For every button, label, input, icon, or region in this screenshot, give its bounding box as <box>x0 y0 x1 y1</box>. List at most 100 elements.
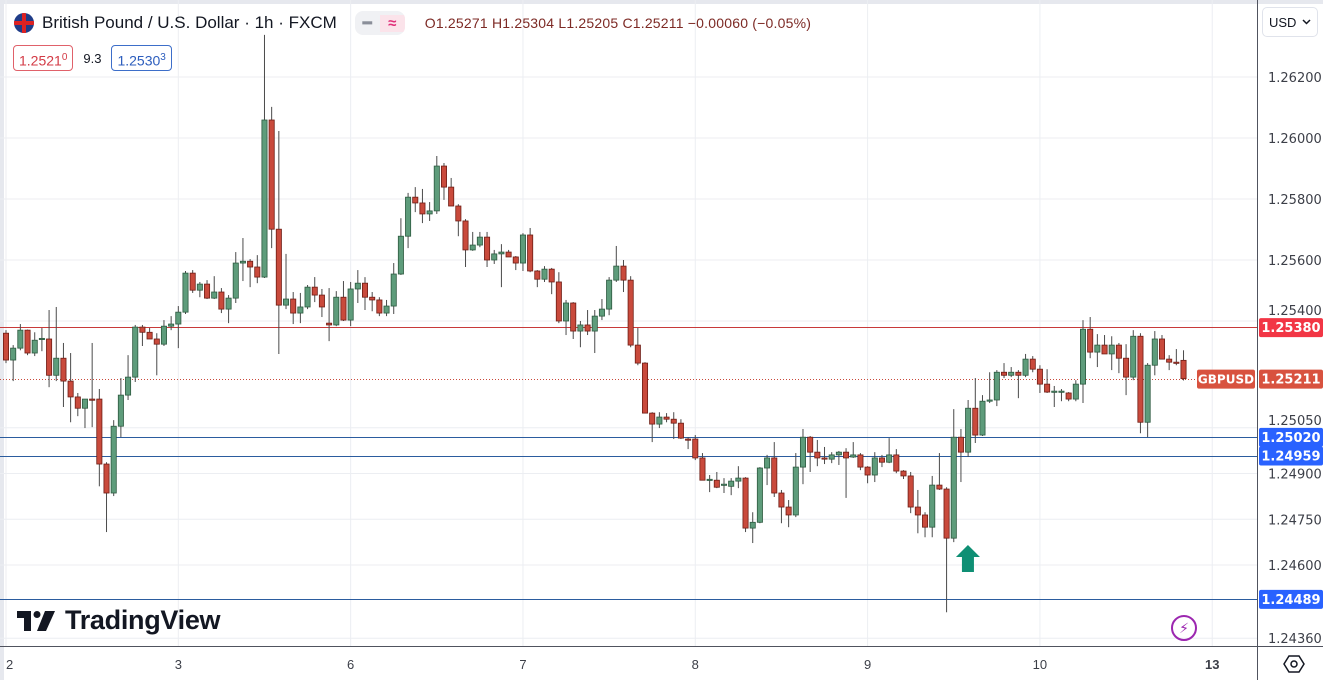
candle-body <box>38 337 45 340</box>
candle <box>132 324 139 382</box>
candle-body <box>936 484 943 490</box>
candle <box>290 292 297 325</box>
sell-button[interactable]: 1.25210 <box>13 45 74 71</box>
candle-body <box>96 398 103 465</box>
candle-body <box>1015 371 1022 376</box>
candle-body <box>584 324 591 332</box>
tradingview-logo[interactable]: TradingView <box>17 605 221 636</box>
candle <box>17 324 24 351</box>
candle <box>778 489 785 524</box>
candle <box>405 192 412 249</box>
candle <box>397 218 404 275</box>
candle-body <box>189 272 196 291</box>
candle <box>620 260 627 293</box>
candle-body <box>283 298 290 306</box>
candle-body <box>31 339 38 354</box>
candle <box>340 281 347 321</box>
candle-body <box>168 323 175 327</box>
candle-body <box>1080 328 1087 385</box>
candle-body <box>132 326 139 378</box>
candle-body <box>527 234 534 272</box>
lightning-icon[interactable]: ⚡︎ <box>1171 615 1197 641</box>
candle-body <box>326 322 333 326</box>
time-tick-label: 8 <box>692 657 699 672</box>
candle-body <box>541 268 548 280</box>
candle <box>1029 356 1036 373</box>
candle <box>318 288 325 318</box>
price-tick-label: 1.24360 <box>1268 632 1322 647</box>
compare-wave-icon[interactable]: ≈ <box>379 14 405 32</box>
candle-body <box>591 315 598 332</box>
buy-button[interactable]: 1.25303 <box>111 45 172 71</box>
candle <box>498 244 505 288</box>
candle <box>462 219 469 268</box>
symbol-title[interactable]: British Pound / U.S. Dollar · 1h · FXCM <box>42 13 337 32</box>
candle-body <box>261 119 268 278</box>
candle-body <box>519 234 526 264</box>
candle-body <box>807 436 814 453</box>
collapse-icon[interactable]: ━ <box>362 15 372 32</box>
candle <box>440 163 447 200</box>
candle-body <box>218 291 225 310</box>
candle <box>297 292 304 324</box>
candle <box>196 281 203 298</box>
candle-body <box>247 260 254 268</box>
candle <box>60 342 67 408</box>
candle-body <box>139 326 146 333</box>
candle-body <box>103 463 110 494</box>
candle <box>160 320 167 347</box>
trade-buttons: 1.25210 9.3 1.25303 <box>13 45 172 71</box>
candle <box>333 291 340 327</box>
candle-body <box>692 438 699 459</box>
candle <box>81 398 88 429</box>
candle-body <box>74 396 81 409</box>
price-tick-label: 1.25400 <box>1268 304 1322 319</box>
candle <box>584 310 591 336</box>
candle-body <box>1087 328 1094 353</box>
currency-select[interactable]: USD <box>1262 7 1318 37</box>
candle <box>304 285 311 310</box>
candle <box>527 227 534 273</box>
candle <box>117 378 124 438</box>
candle <box>361 277 368 311</box>
indicator-toggle-pill[interactable]: ━ ≈ <box>354 11 405 35</box>
candle <box>448 177 455 207</box>
candle-body <box>505 251 512 258</box>
up-arrow-icon <box>955 544 980 572</box>
candle-body <box>1144 364 1151 423</box>
candle-body <box>1130 335 1137 378</box>
candle-body <box>117 394 124 427</box>
level-price-label: 1.24489 <box>1261 593 1320 608</box>
candle-body <box>642 362 649 414</box>
candle-body <box>397 235 404 275</box>
candle-body <box>728 480 735 487</box>
candle-body <box>476 236 483 246</box>
symbol-label-bg <box>1197 369 1255 389</box>
candle-body <box>749 521 756 529</box>
spread-value: 9.3 <box>83 50 102 66</box>
candle-body <box>965 407 972 453</box>
candle-body <box>843 451 850 459</box>
candle-body <box>204 283 211 299</box>
candle-body <box>318 294 325 308</box>
candle-body <box>498 251 505 255</box>
settings-hexagon-icon[interactable] <box>1283 655 1305 673</box>
candle-body <box>426 210 433 215</box>
candle <box>469 231 476 251</box>
candle <box>1094 334 1101 368</box>
candle-body <box>663 416 670 420</box>
candle-body <box>275 228 282 306</box>
candle-body <box>577 324 584 332</box>
candle <box>677 419 684 440</box>
candle-body <box>153 338 160 345</box>
candle-body <box>46 338 53 376</box>
candle-body <box>60 357 67 382</box>
candle <box>929 475 936 538</box>
time-tick-label: 7 <box>519 657 526 672</box>
candle <box>993 370 1000 407</box>
candle-body <box>785 506 792 516</box>
candle-body <box>649 412 656 425</box>
candle <box>1158 335 1165 360</box>
last-price-label: 1.25211 <box>1261 373 1320 388</box>
